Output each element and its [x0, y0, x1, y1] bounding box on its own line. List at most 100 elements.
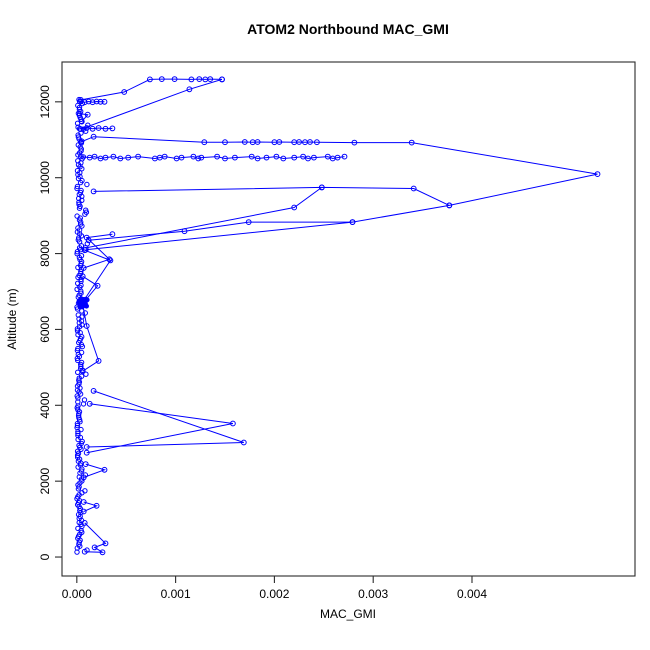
- data-point: [158, 76, 165, 82]
- data-point: [230, 420, 236, 427]
- series-path-line-9200: [82, 184, 325, 251]
- data-point: [80, 154, 87, 160]
- y-tick-label: 10000: [38, 161, 52, 195]
- data-point: [291, 204, 298, 211]
- data-point: [75, 158, 81, 164]
- data-point: [248, 153, 255, 160]
- data-point: [276, 139, 283, 145]
- data-point: [78, 290, 84, 296]
- data-point: [91, 153, 98, 160]
- series-path-chain-12500: [77, 76, 225, 103]
- data-point: [82, 472, 89, 478]
- data-point: [190, 153, 197, 160]
- series-line: [86, 390, 244, 448]
- data-point: [121, 89, 128, 95]
- data-point: [95, 358, 102, 364]
- data-point: [79, 308, 85, 314]
- dense-zero-column: [74, 96, 91, 555]
- data-point: [93, 502, 100, 509]
- data-point: [109, 231, 116, 238]
- data-point: [84, 241, 91, 247]
- data-point: [410, 185, 417, 192]
- data-point: [351, 139, 358, 146]
- data-point: [90, 388, 97, 394]
- data-point: [291, 154, 298, 161]
- data-point: [95, 125, 102, 131]
- data-point: [84, 181, 90, 188]
- series-line: [85, 186, 323, 249]
- data-point: [83, 207, 89, 213]
- series-path-wiggle-1300: [80, 499, 100, 515]
- data-point: [305, 155, 311, 162]
- data-point: [94, 282, 101, 289]
- data-point: [83, 444, 90, 450]
- data-point: [75, 102, 81, 109]
- data-point: [83, 234, 90, 241]
- data-point: [74, 422, 81, 429]
- data-point: [75, 312, 82, 318]
- series-line: [80, 136, 598, 251]
- data-point: [75, 430, 81, 437]
- data-point: [93, 98, 100, 105]
- data-point: [74, 168, 81, 174]
- x-tick-label: 0.003: [358, 587, 388, 601]
- data-point: [75, 134, 82, 140]
- data-point: [79, 478, 85, 484]
- series-path-line-8800: [85, 219, 356, 244]
- series-line: [80, 78, 223, 101]
- data-point: [254, 155, 261, 162]
- data-point: [300, 153, 307, 160]
- data-point: [186, 86, 193, 93]
- data-point: [80, 508, 87, 515]
- data-point: [446, 202, 453, 209]
- data-point: [125, 154, 132, 161]
- data-point: [207, 76, 214, 82]
- data-point: [75, 432, 81, 439]
- chart-title: ATOM2 Northbound MAC_GMI: [247, 21, 449, 37]
- data-point: [85, 122, 91, 128]
- data-point: [594, 171, 601, 178]
- data-point: [78, 349, 85, 356]
- y-tick-label: 12000: [38, 85, 52, 119]
- data-point: [76, 201, 82, 208]
- data-point: [110, 153, 117, 160]
- data-point: [195, 155, 202, 162]
- data-point: [90, 133, 97, 140]
- data-point: [241, 139, 248, 145]
- data-point: [196, 76, 203, 82]
- data-point: [222, 139, 228, 146]
- data-point: [77, 304, 83, 310]
- data-point: [349, 219, 356, 226]
- data-point: [198, 154, 205, 161]
- y-axis-label: Altitude (m): [5, 288, 19, 349]
- data-point: [91, 544, 98, 551]
- data-point: [254, 139, 261, 145]
- data-point: [74, 183, 81, 190]
- data-point: [135, 153, 142, 160]
- series-line: [84, 522, 107, 553]
- data-point: [78, 130, 84, 136]
- data-point: [219, 76, 225, 83]
- data-point: [78, 187, 84, 194]
- data-point: [107, 257, 114, 264]
- y-tick-label: 6000: [38, 316, 52, 343]
- data-point: [78, 468, 85, 474]
- data-point: [296, 139, 303, 145]
- data-point: [102, 540, 109, 547]
- data-point: [83, 125, 90, 131]
- data-point: [201, 139, 208, 146]
- data-point: [188, 76, 195, 83]
- data-point: [74, 213, 80, 219]
- data-point: [307, 139, 313, 145]
- data-point: [240, 439, 247, 446]
- data-point: [78, 253, 85, 259]
- y-tick-label: 8000: [38, 240, 52, 267]
- data-point: [81, 397, 88, 403]
- data-point: [408, 139, 415, 146]
- y-tick-label: 4000: [38, 392, 52, 419]
- data-point: [76, 96, 82, 103]
- data-series: [74, 76, 601, 556]
- data-point: [245, 219, 252, 226]
